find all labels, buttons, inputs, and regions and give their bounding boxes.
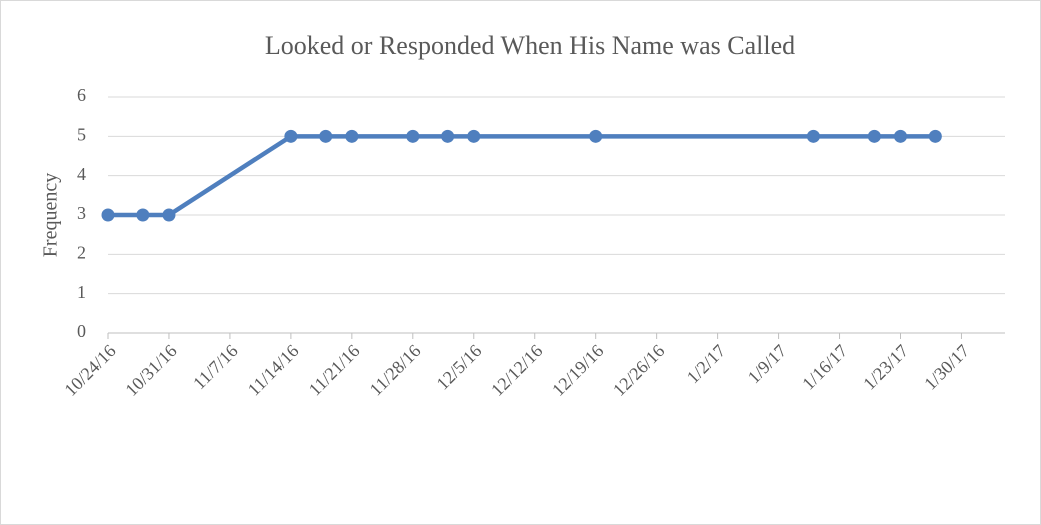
data-point bbox=[162, 208, 176, 222]
data-point bbox=[867, 129, 881, 143]
y-tick-label: 3 bbox=[77, 203, 86, 223]
data-point bbox=[284, 129, 298, 143]
data-point bbox=[136, 208, 150, 222]
data-point bbox=[589, 129, 603, 143]
data-point bbox=[406, 129, 420, 143]
y-tick-label: 2 bbox=[77, 242, 86, 262]
data-point bbox=[893, 129, 907, 143]
y-tick-label: 4 bbox=[77, 164, 86, 184]
y-tick-label: 6 bbox=[77, 85, 86, 105]
y-axis-title: Frequency bbox=[40, 173, 62, 257]
data-point bbox=[467, 129, 481, 143]
data-point bbox=[806, 129, 820, 143]
y-tick-label: 0 bbox=[77, 321, 86, 341]
data-point bbox=[345, 129, 359, 143]
data-point bbox=[319, 129, 333, 143]
data-point bbox=[441, 129, 455, 143]
data-line bbox=[108, 134, 936, 218]
data-point bbox=[101, 208, 115, 222]
y-tick-label: 1 bbox=[77, 282, 86, 302]
chart-title: Looked or Responded When His Name was Ca… bbox=[265, 31, 795, 60]
data-point bbox=[928, 129, 942, 143]
y-tick-label: 5 bbox=[77, 124, 86, 144]
